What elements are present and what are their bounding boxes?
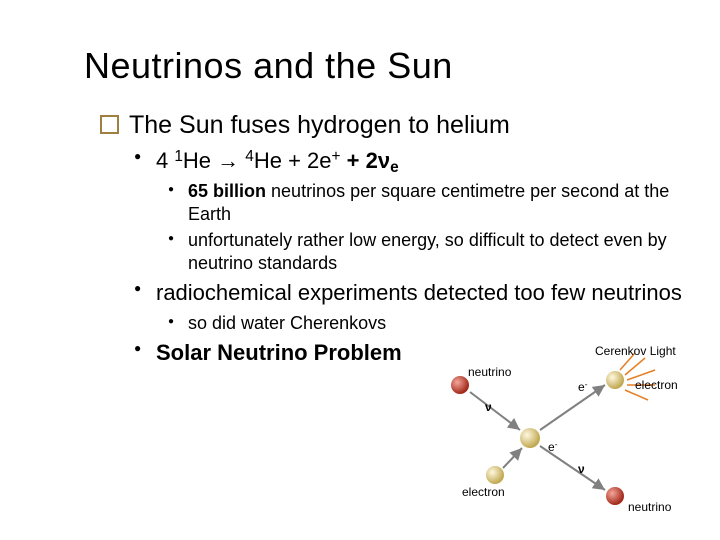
neutrino-ball-icon xyxy=(606,487,624,505)
electron-ball-icon xyxy=(520,428,540,448)
label-electron-in: electron xyxy=(462,485,505,499)
label-cerenkov: Cerenkov Light xyxy=(595,344,676,358)
bullet-l2-radiochemical: radiochemical experiments detected too f… xyxy=(134,279,690,308)
label-nu-1: ν xyxy=(485,400,492,414)
bullet-l2-reaction: 4 1He → 4He + 2e+ + 2νe xyxy=(134,147,690,176)
bullet-l3-flux: 65 billion neutrinos per square centimet… xyxy=(168,180,690,227)
bullet-l3-low-energy: unfortunately rather low energy, so diff… xyxy=(168,229,690,276)
slide-title: Neutrinos and the Sun xyxy=(84,45,453,87)
label-neutrino-out: neutrino xyxy=(628,500,671,514)
square-bullet-icon xyxy=(100,115,119,134)
snp-text: Solar Neutrino Problem xyxy=(156,340,402,365)
neutrino-ball-icon xyxy=(451,376,469,394)
cerenkov-burst-icon xyxy=(620,353,655,400)
label-nu-2: ν xyxy=(578,462,585,476)
neutrino-diagram: Cerenkov Light neutrino electron electro… xyxy=(430,350,690,525)
l1-text: The Sun fuses hydrogen to helium xyxy=(129,111,510,139)
arrow-icon xyxy=(470,392,520,430)
label-neutrino-in: neutrino xyxy=(468,365,511,379)
slide-content: The Sun fuses hydrogen to helium 4 1He →… xyxy=(100,110,690,372)
label-electron-out: electron xyxy=(635,378,678,392)
arrow-icon xyxy=(540,385,605,430)
bullet-l1-sun-fuses: The Sun fuses hydrogen to helium xyxy=(100,110,690,141)
bullet-l3-cherenkov: so did water Cherenkovs xyxy=(168,312,690,335)
arrow-icon xyxy=(503,448,522,468)
slide: Neutrinos and the Sun The Sun fuses hydr… xyxy=(0,0,720,540)
label-e-minus-1: e- xyxy=(548,440,557,454)
label-e-minus-2: e- xyxy=(578,380,587,394)
electron-ball-icon xyxy=(486,466,504,484)
electron-ball-icon xyxy=(606,371,624,389)
